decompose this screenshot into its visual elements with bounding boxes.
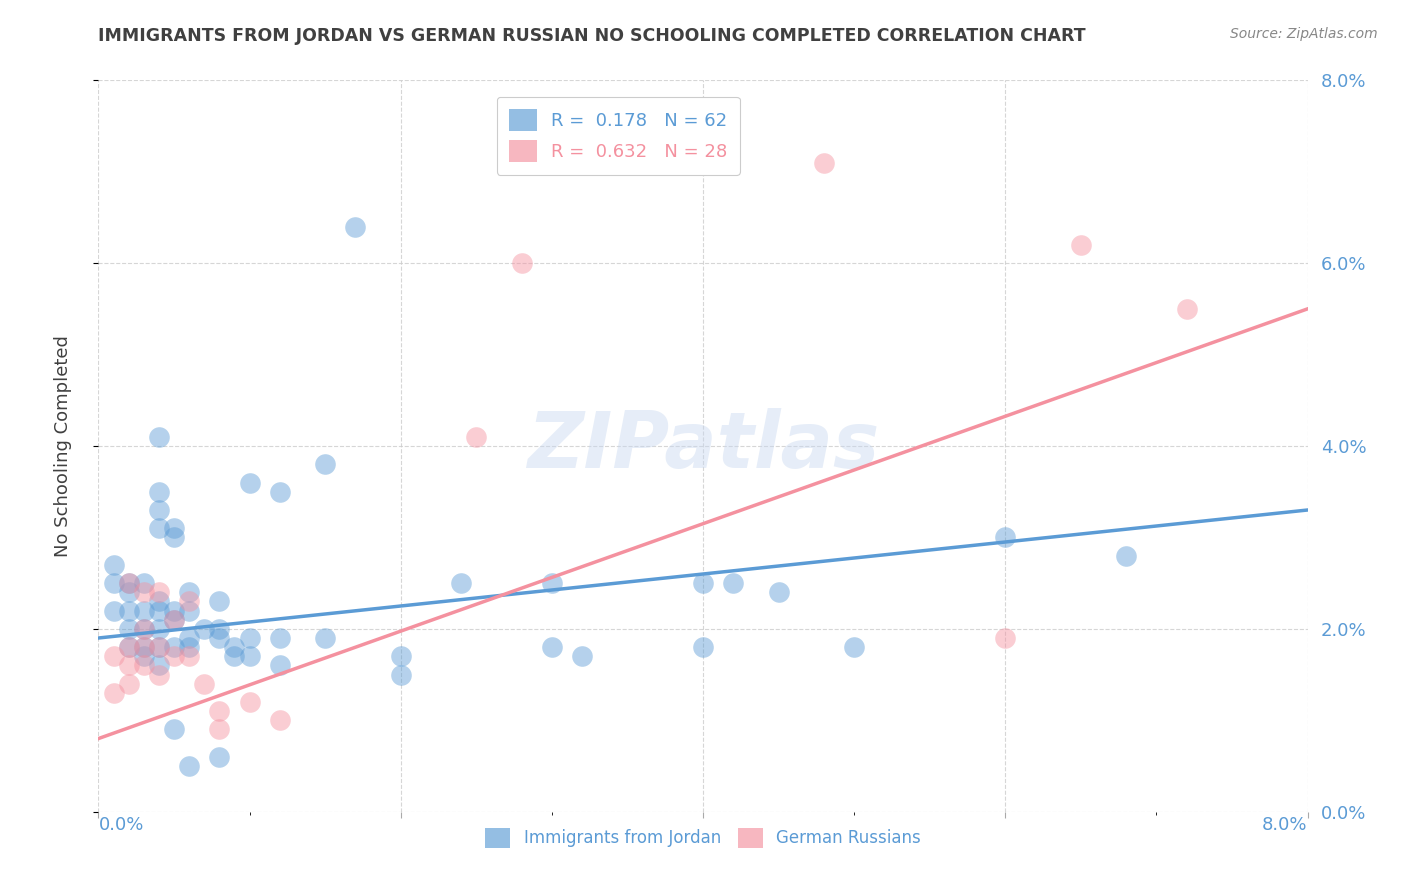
Point (103, 649, 125, 664)
Point (148, 521, 170, 535)
Point (314, 458, 336, 472)
Text: ZIPatlas: ZIPatlas (527, 408, 879, 484)
Point (994, 530, 1017, 544)
Point (118, 676, 141, 690)
Point (148, 430, 170, 444)
Point (118, 640, 141, 655)
Text: 8.0%: 8.0% (1263, 816, 1308, 834)
Point (224, 640, 246, 655)
Point (239, 695, 262, 709)
Point (692, 576, 714, 591)
Legend: Immigrants from Jordan, German Russians: Immigrants from Jordan, German Russians (478, 821, 928, 855)
Point (571, 649, 593, 664)
Point (269, 714, 291, 728)
Point (844, 640, 866, 655)
Point (148, 667, 170, 681)
Point (148, 640, 170, 655)
Point (1070, 238, 1092, 252)
Point (193, 622, 215, 636)
Point (208, 749, 231, 764)
Point (768, 585, 790, 599)
Point (148, 622, 170, 636)
Point (239, 649, 262, 664)
Point (148, 604, 170, 618)
Point (163, 521, 186, 535)
Point (239, 475, 262, 490)
Point (540, 576, 562, 591)
Point (132, 640, 155, 655)
Point (148, 503, 170, 517)
Point (163, 649, 186, 664)
Point (179, 640, 201, 655)
Point (118, 622, 141, 636)
Point (269, 631, 291, 645)
Point (540, 640, 562, 655)
Point (132, 622, 155, 636)
Point (224, 649, 246, 664)
Point (103, 558, 125, 572)
Point (193, 676, 215, 690)
Point (148, 640, 170, 655)
Point (132, 649, 155, 664)
Point (723, 576, 745, 591)
Point (118, 576, 141, 591)
Point (148, 585, 170, 599)
Point (148, 658, 170, 673)
Point (179, 594, 201, 608)
Point (118, 585, 141, 599)
Point (269, 484, 291, 499)
Point (813, 155, 835, 169)
Point (163, 613, 186, 627)
Point (132, 576, 155, 591)
Point (179, 604, 201, 618)
Point (1115, 549, 1137, 563)
Text: 0.0%: 0.0% (98, 816, 143, 834)
Point (132, 622, 155, 636)
Point (465, 430, 488, 444)
Point (118, 604, 141, 618)
Point (163, 723, 186, 737)
Point (269, 658, 291, 673)
Point (132, 658, 155, 673)
Point (103, 604, 125, 618)
Point (103, 576, 125, 591)
Point (118, 658, 141, 673)
Y-axis label: No Schooling Completed: No Schooling Completed (53, 335, 72, 557)
Point (389, 667, 412, 681)
Point (163, 604, 186, 618)
Point (1175, 301, 1198, 316)
Point (179, 759, 201, 773)
Point (389, 649, 412, 664)
Point (118, 576, 141, 591)
Point (163, 530, 186, 544)
Point (118, 640, 141, 655)
Point (994, 631, 1017, 645)
Point (450, 576, 472, 591)
Point (239, 631, 262, 645)
Point (179, 585, 201, 599)
Point (103, 686, 125, 700)
Point (163, 640, 186, 655)
Point (208, 631, 231, 645)
Point (208, 704, 231, 718)
Point (344, 219, 367, 234)
Point (148, 484, 170, 499)
Text: Source: ZipAtlas.com: Source: ZipAtlas.com (1230, 27, 1378, 41)
Point (132, 604, 155, 618)
Point (208, 594, 231, 608)
Point (208, 723, 231, 737)
Point (179, 649, 201, 664)
Point (132, 640, 155, 655)
Point (163, 613, 186, 627)
Point (314, 631, 336, 645)
Text: IMMIGRANTS FROM JORDAN VS GERMAN RUSSIAN NO SCHOOLING COMPLETED CORRELATION CHAR: IMMIGRANTS FROM JORDAN VS GERMAN RUSSIAN… (98, 27, 1085, 45)
Point (148, 594, 170, 608)
Point (132, 585, 155, 599)
Point (179, 631, 201, 645)
Point (208, 622, 231, 636)
Point (510, 256, 533, 270)
Point (692, 640, 714, 655)
